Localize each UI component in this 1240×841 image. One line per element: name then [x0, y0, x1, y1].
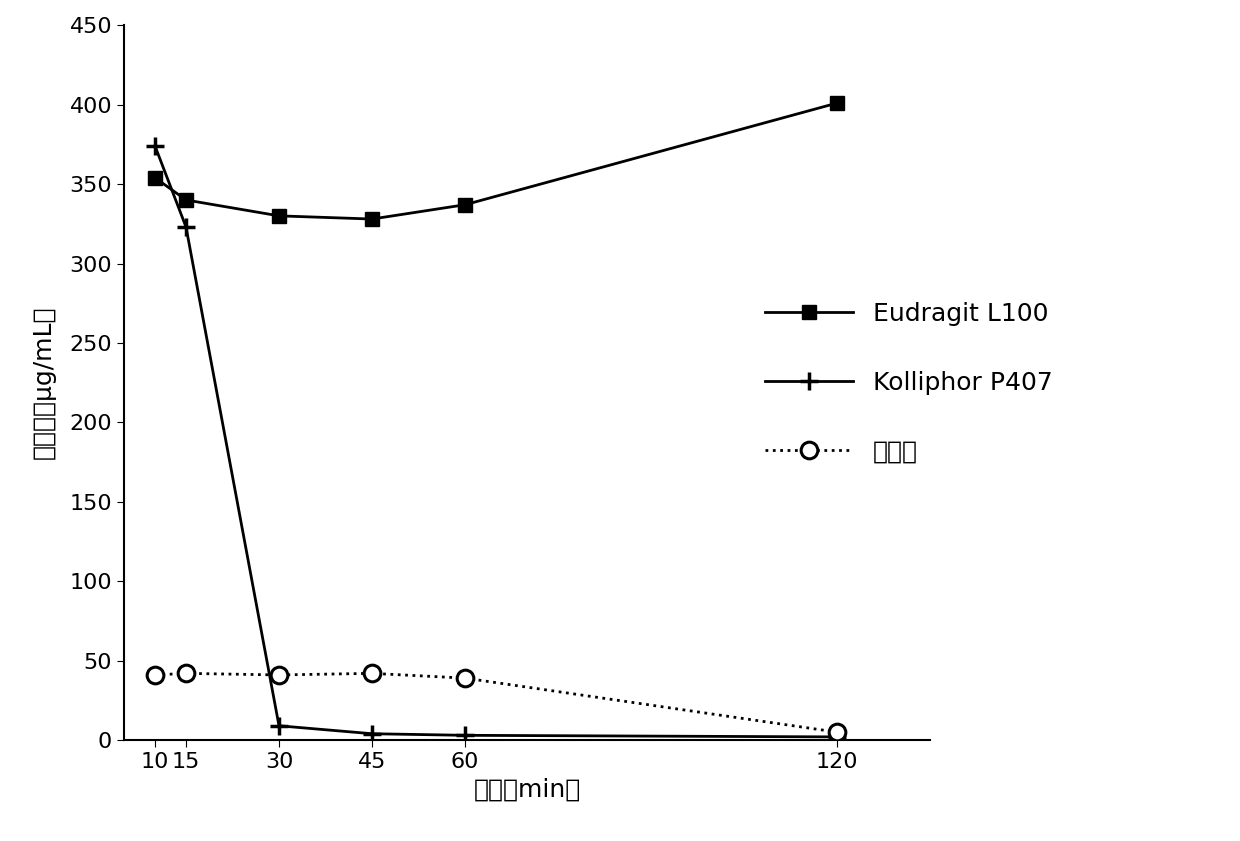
- Legend: Eudragit L100, Kolliphor P407, 对照组: Eudragit L100, Kolliphor P407, 对照组: [755, 292, 1063, 473]
- Y-axis label: 溶解度（μg/mL）: 溶解度（μg/mL）: [32, 306, 56, 459]
- X-axis label: 时间（min）: 时间（min）: [474, 777, 580, 801]
